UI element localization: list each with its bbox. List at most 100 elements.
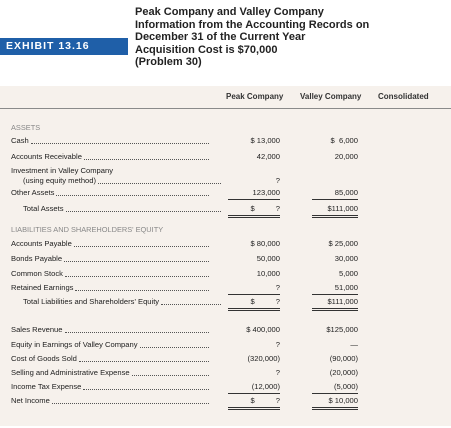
table-row: Net Income $ ? $ 10,000 xyxy=(0,395,451,410)
valley-cell: $125,000 xyxy=(326,325,358,334)
label-text: Investment in Valley Company xyxy=(11,166,113,175)
row-label: Equity in Earnings of Valley Company xyxy=(11,339,211,351)
valley-cell: — xyxy=(350,340,358,349)
peak-cell: 50,000 xyxy=(256,254,280,263)
peak-cell: $ ? xyxy=(228,296,280,311)
table-row: Cost of Goods Sold (320,000) (90,000) xyxy=(0,353,451,365)
table-row: Equity in Earnings of Valley Company? — xyxy=(0,339,451,351)
title-line: (Problem 30) xyxy=(135,56,202,68)
label-text: Cash xyxy=(11,136,29,145)
valley-cell: 20,000 xyxy=(334,152,358,161)
row-label: Accounts Payable xyxy=(11,238,211,250)
table: Peak Company Valley Company Consolidated… xyxy=(0,86,451,426)
peak-cell: ? xyxy=(275,176,280,185)
column-header: Consolidated xyxy=(378,92,429,101)
row-label: Common Stock xyxy=(11,268,211,280)
table-row: Sales Revenue $ 400,000 $125,000 xyxy=(0,324,451,336)
row-label: LIABILITIES AND SHAREHOLDERS' EQUITY xyxy=(11,224,211,236)
label-text: Cost of Goods Sold xyxy=(11,354,77,363)
valley-cell: 5,000 xyxy=(338,269,358,278)
title: Peak Company and Valley Company Informati… xyxy=(135,6,369,69)
label-text: Common Stock xyxy=(11,269,63,278)
peak-cell: $ ? xyxy=(228,203,280,218)
label-text: Net Income xyxy=(11,396,50,405)
valley-cell: (5,000) xyxy=(312,381,358,394)
table-row: Retained Earnings? 51,000 xyxy=(0,282,451,295)
valley-cell: 51,000 xyxy=(312,282,358,295)
title-line: Peak Company and Valley Company xyxy=(135,6,324,18)
row-label: Other Assets xyxy=(11,187,211,199)
title-line: December 31 of the Current Year xyxy=(135,31,306,43)
row-label: Bonds Payable xyxy=(11,253,211,265)
label-text: LIABILITIES AND SHAREHOLDERS' EQUITY xyxy=(11,225,164,234)
peak-cell: $ 400,000 xyxy=(246,325,280,334)
table-row: Other Assets 123,000 85,000 xyxy=(0,187,451,200)
label-text: Selling and Administrative Expense xyxy=(11,368,130,377)
valley-cell: $ 6,000 xyxy=(330,136,358,145)
valley-cell: 30,000 xyxy=(334,254,358,263)
row-label: Investment in Valley Company xyxy=(11,165,211,177)
row-label: ASSETS xyxy=(11,122,211,134)
peak-cell: (320,000) xyxy=(247,354,280,363)
peak-cell: ? xyxy=(228,282,280,295)
row-label: (using equity method) xyxy=(11,175,223,187)
label-text: Equity in Earnings of Valley Company xyxy=(11,340,138,349)
row-label: Accounts Receivable xyxy=(11,151,211,163)
row-label: Income Tax Expense xyxy=(11,381,211,393)
table-row: Common Stock 10,000 5,000 xyxy=(0,268,451,280)
peak-cell: $ 13,000 xyxy=(250,136,280,145)
valley-cell: $111,000 xyxy=(312,203,358,218)
table-row: Cash $ 13,000 $ 6,000 xyxy=(0,135,451,147)
peak-cell: ? xyxy=(275,340,280,349)
label-text: (using equity method) xyxy=(23,176,97,185)
peak-cell: $ 80,000 xyxy=(250,239,280,248)
table-row: Total Assets $ ? $111,000 xyxy=(0,203,451,218)
label-text: ASSETS xyxy=(11,123,41,132)
column-header: Peak Company xyxy=(226,92,284,101)
label-text: Total Liabilities and Shareholders' Equi… xyxy=(23,297,160,306)
valley-cell: 85,000 xyxy=(312,187,358,200)
peak-cell: $ ? xyxy=(228,395,280,410)
peak-cell: 42,000 xyxy=(256,152,280,161)
label-text: Accounts Receivable xyxy=(11,152,82,161)
label-text: Sales Revenue xyxy=(11,325,63,334)
table-row: Investment in Valley Company xyxy=(0,165,451,177)
table-row: Income Tax Expense (12,000) (5,000) xyxy=(0,381,451,394)
row-label: Retained Earnings xyxy=(11,282,211,294)
peak-cell: 123,000 xyxy=(228,187,280,200)
title-line: Information from the Accounting Records … xyxy=(135,18,370,31)
peak-cell: ? xyxy=(275,368,280,377)
table-row: ASSETS xyxy=(0,122,451,134)
divider xyxy=(0,108,451,109)
label-text: Bonds Payable xyxy=(11,254,63,263)
row-label: Selling and Administrative Expense xyxy=(11,367,211,379)
label-text: Accounts Payable xyxy=(11,239,72,248)
valley-cell: (20,000) xyxy=(329,368,358,377)
row-label: Cost of Goods Sold xyxy=(11,353,211,365)
valley-cell: $111,000 xyxy=(312,296,358,311)
table-row: Bonds Payable 50,000 30,000 xyxy=(0,253,451,265)
table-row: Selling and Administrative Expense? (20,0… xyxy=(0,367,451,379)
column-header: Valley Company xyxy=(300,92,362,101)
row-label: Sales Revenue xyxy=(11,324,211,336)
label-text: Total Assets xyxy=(23,204,64,213)
peak-cell: (12,000) xyxy=(228,381,280,394)
table-row: Accounts Receivable 42,000 20,000 xyxy=(0,151,451,163)
row-label: Cash xyxy=(11,135,211,147)
table-row: Total Liabilities and Shareholders' Equi… xyxy=(0,296,451,311)
valley-cell: $ 10,000 xyxy=(312,395,358,410)
table-row: (using equity method)? xyxy=(0,175,451,187)
valley-cell: $ 25,000 xyxy=(328,239,358,248)
row-label: Total Liabilities and Shareholders' Equi… xyxy=(11,296,223,308)
label-text: Income Tax Expense xyxy=(11,382,82,391)
peak-cell: 10,000 xyxy=(256,269,280,278)
row-label: Total Assets xyxy=(11,203,223,215)
title-line: Acquisition Cost is $70,000 xyxy=(135,43,278,56)
label-text: Other Assets xyxy=(11,188,55,197)
label-text: Retained Earnings xyxy=(11,283,74,292)
valley-cell: (90,000) xyxy=(329,354,358,363)
table-row: Accounts Payable $ 80,000 $ 25,000 xyxy=(0,238,451,250)
table-row: LIABILITIES AND SHAREHOLDERS' EQUITY xyxy=(0,224,451,236)
row-label: Net Income xyxy=(11,395,211,407)
